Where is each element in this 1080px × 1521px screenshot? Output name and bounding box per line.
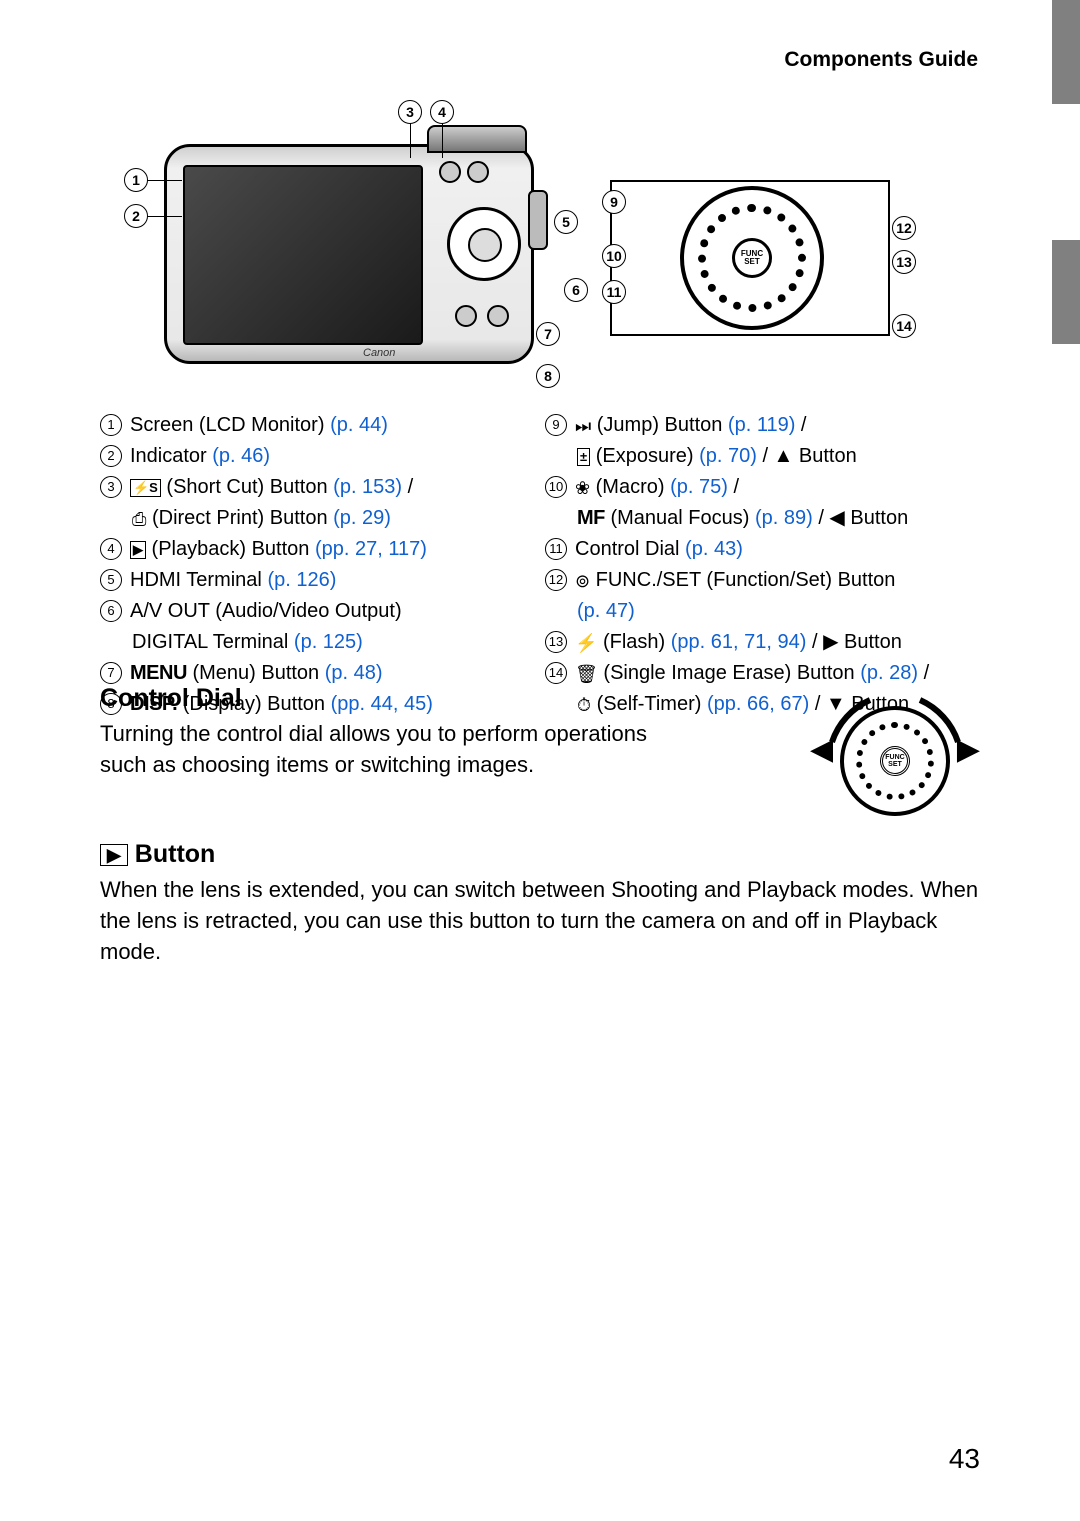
legend-bullet: 1 bbox=[100, 414, 122, 436]
legend-text: ⏭ (Jump) Button (p. 119) / bbox=[575, 410, 980, 440]
legend-item: 6 A/V OUT (Audio/Video Output) bbox=[100, 596, 535, 626]
legend-item: 2 Indicator (p. 46) bbox=[100, 441, 535, 471]
page-header-title: Components Guide bbox=[784, 48, 978, 72]
callout-5: 5 bbox=[554, 210, 578, 234]
legend-bullet: 9 bbox=[545, 414, 567, 436]
legend-bullet: 11 bbox=[545, 538, 567, 560]
side-tab-top bbox=[1052, 0, 1080, 104]
legend-text: Screen (LCD Monitor) (p. 44) bbox=[130, 410, 535, 440]
legend-item: ⎙ (Direct Print) Button (p. 29) bbox=[100, 503, 535, 533]
legend-text: MF (Manual Focus) (p. 89) / ◀ Button bbox=[577, 503, 980, 533]
page-number: 43 bbox=[949, 1443, 980, 1475]
legend-text: ▶ (Playback) Button (pp. 27, 117) bbox=[130, 534, 535, 564]
legend-text: (p. 47) bbox=[577, 596, 980, 626]
legend-text: Control Dial (p. 43) bbox=[575, 534, 980, 564]
legend-bullet: 14 bbox=[545, 662, 567, 684]
legend-item: 4 ▶ (Playback) Button (pp. 27, 117) bbox=[100, 534, 535, 564]
legend-item: 12 ⊚ FUNC./SET (Function/Set) Button bbox=[545, 565, 980, 595]
camera-diagram: Canon 1 2 3 4 5 6 7 8 FUNCSET 9 10 11 12… bbox=[104, 100, 904, 400]
legend-text: A/V OUT (Audio/Video Output) bbox=[130, 596, 535, 626]
legend-bullet: 3 bbox=[100, 476, 122, 498]
callout-12: 12 bbox=[892, 216, 916, 240]
legend-text: HDMI Terminal (p. 126) bbox=[130, 565, 535, 595]
legend-bullet: 13 bbox=[545, 631, 567, 653]
legend-item: ± (Exposure) (p. 70) / ▲ Button bbox=[545, 441, 980, 471]
legend-text: ⚡ (Flash) (pp. 61, 71, 94) / ▶ Button bbox=[575, 627, 980, 657]
callout-8: 8 bbox=[536, 364, 560, 388]
legend-icon: ⚡S bbox=[130, 479, 161, 497]
legend-icon: ⏭ bbox=[575, 417, 591, 435]
legend-item: (p. 47) bbox=[545, 596, 980, 626]
legend-icon: ⚡ bbox=[575, 634, 597, 652]
legend-text: ❀ (Macro) (p. 75) / bbox=[575, 472, 980, 502]
legend-bullet: 10 bbox=[545, 476, 567, 498]
callout-14: 14 bbox=[892, 314, 916, 338]
side-tab-mid bbox=[1052, 240, 1080, 344]
legend-text: ⊚ FUNC./SET (Function/Set) Button bbox=[575, 565, 980, 595]
callout-4: 4 bbox=[430, 100, 454, 124]
legend-text: DIGITAL Terminal (p. 125) bbox=[132, 627, 535, 657]
callout-3: 3 bbox=[398, 100, 422, 124]
callout-11: 11 bbox=[602, 280, 626, 304]
legend-item: 5 HDMI Terminal (p. 126) bbox=[100, 565, 535, 595]
callout-9: 9 bbox=[602, 190, 626, 214]
func-set-label: FUNCSET bbox=[732, 238, 772, 278]
legend-item: 9 ⏭ (Jump) Button (p. 119) / bbox=[545, 410, 980, 440]
legend-icon: ± bbox=[577, 448, 590, 466]
legend-item: 11 Control Dial (p. 43) bbox=[545, 534, 980, 564]
component-legend: 1 Screen (LCD Monitor) (p. 44) 2 Indicator … bbox=[100, 410, 980, 720]
callout-7: 7 bbox=[536, 322, 560, 346]
legend-item: 3 ⚡S (Short Cut) Button (p. 153) / bbox=[100, 472, 535, 502]
legend-bullet: 12 bbox=[545, 569, 567, 591]
legend-item: 1 Screen (LCD Monitor) (p. 44) bbox=[100, 410, 535, 440]
legend-text: ⎙ (Direct Print) Button (p. 29) bbox=[132, 503, 535, 533]
body-control-dial: Turning the control dial allows you to p… bbox=[100, 719, 660, 781]
legend-icon: ⊚ bbox=[575, 572, 590, 590]
camera-control-dial bbox=[447, 207, 521, 281]
legend-item: DIGITAL Terminal (p. 125) bbox=[100, 627, 535, 657]
playback-icon: ▶ bbox=[100, 844, 128, 866]
legend-item: 13 ⚡ (Flash) (pp. 61, 71, 94) / ▶ Button bbox=[545, 627, 980, 657]
legend-text: Indicator (p. 46) bbox=[130, 441, 535, 471]
legend-icon: 🗑 bbox=[575, 665, 598, 683]
legend-bullet: 5 bbox=[100, 569, 122, 591]
callout-2: 2 bbox=[124, 204, 148, 228]
legend-icon: ⎙ bbox=[132, 510, 146, 528]
control-dial-illustration: FUNCSET ◀ ▶ bbox=[810, 692, 980, 832]
callout-13: 13 bbox=[892, 250, 916, 274]
legend-item: MF (Manual Focus) (p. 89) / ◀ Button bbox=[545, 503, 980, 533]
legend-icon: ▶ bbox=[130, 541, 146, 559]
body-playback-button: When the lens is extended, you can switc… bbox=[100, 875, 980, 967]
legend-text: ⚡S (Short Cut) Button (p. 153) / bbox=[130, 472, 535, 502]
callout-6: 6 bbox=[564, 278, 588, 302]
camera-screen bbox=[183, 165, 423, 345]
legend-bullet: 6 bbox=[100, 600, 122, 622]
legend-text: ± (Exposure) (p. 70) / ▲ Button bbox=[577, 441, 980, 471]
camera-body: Canon bbox=[164, 144, 534, 364]
callout-10: 10 bbox=[602, 244, 626, 268]
legend-bullet: 4 bbox=[100, 538, 122, 560]
legend-bullet: 2 bbox=[100, 445, 122, 467]
control-dial-detail: FUNCSET bbox=[610, 180, 890, 336]
legend-icon: ❀ bbox=[575, 479, 590, 497]
callout-1: 1 bbox=[124, 168, 148, 192]
camera-brand: Canon bbox=[363, 347, 395, 359]
legend-item: 10 ❀ (Macro) (p. 75) / bbox=[545, 472, 980, 502]
heading-playback-button: ▶ Button bbox=[100, 840, 980, 869]
section-playback-button: ▶ Button When the lens is extended, you … bbox=[100, 840, 980, 967]
legend-bullet: 7 bbox=[100, 662, 122, 684]
